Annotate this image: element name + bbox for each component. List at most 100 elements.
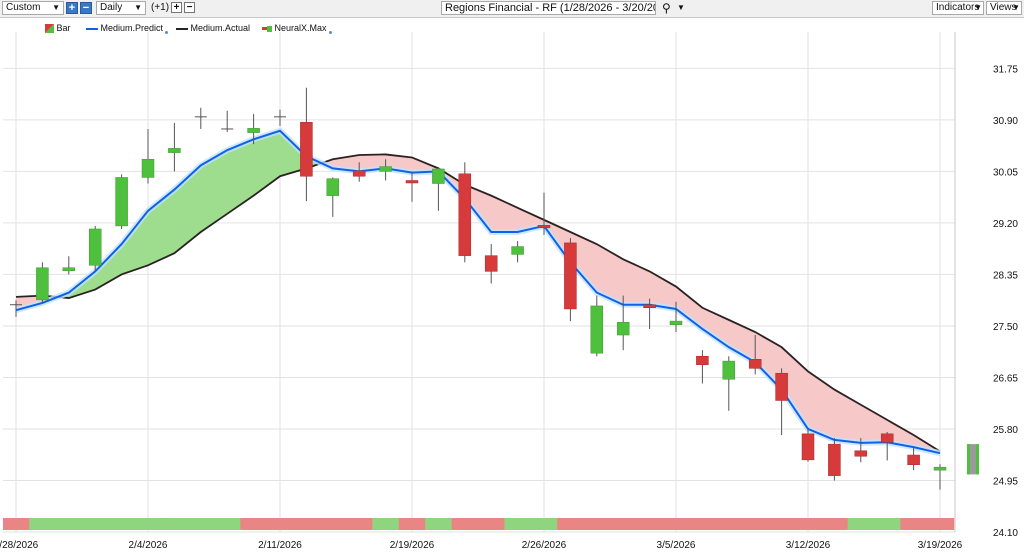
legend-bar: Bar	[45, 22, 71, 34]
y-tick-label: 26.65	[993, 373, 1018, 384]
signal-band-segment	[874, 518, 901, 530]
y-tick-label: 31.75	[993, 64, 1018, 75]
candle-body	[933, 466, 947, 471]
chart-title: Regions Financial - RF (1/28/2026 - 3/20…	[445, 2, 656, 14]
indicators-label: Indicators	[936, 2, 980, 13]
signal-band-segment	[108, 518, 136, 530]
candle-body	[564, 242, 577, 310]
candle-body	[141, 159, 155, 178]
chevron-down-icon[interactable]: ▼	[677, 3, 685, 12]
signal-band-segment	[187, 518, 215, 530]
candle-body	[36, 267, 49, 301]
candle-body	[352, 170, 366, 177]
candle-body	[907, 454, 920, 465]
signal-band-segment	[134, 518, 162, 530]
candle-body	[62, 267, 76, 272]
y-tick-label: 30.05	[993, 167, 1018, 178]
candle-body	[828, 443, 841, 476]
y-tick-label: 24.95	[993, 476, 1018, 487]
legend-label: Medium.Predict	[100, 23, 164, 33]
candle-body	[590, 305, 604, 354]
candle-body	[379, 166, 392, 172]
signal-band-segment	[926, 518, 955, 530]
signal-band-segment	[398, 518, 426, 530]
chevron-down-icon: ▼	[1012, 3, 1020, 12]
candle-body	[458, 173, 472, 256]
candle-body	[801, 433, 815, 461]
legend-label: Medium.Actual	[190, 23, 251, 33]
candle-body	[537, 225, 551, 229]
signal-band-segment	[742, 518, 769, 530]
signal-band-segment	[266, 518, 294, 530]
y-tick-label: 25.80	[993, 425, 1018, 436]
signal-band-segment	[530, 518, 558, 530]
settings-dot-icon[interactable]	[328, 31, 332, 34]
signal-band-segment	[504, 518, 532, 530]
search-icon[interactable]: ⚲	[662, 1, 671, 15]
mode-dropdown[interactable]: Custom ▼	[2, 1, 64, 15]
candle-body	[722, 360, 736, 380]
signal-band-segment	[293, 518, 321, 530]
chevron-down-icon: ▼	[134, 3, 142, 12]
signal-band-segment	[372, 518, 400, 530]
minus-icon[interactable]: −	[80, 2, 92, 14]
views-button[interactable]: Views ▼	[986, 1, 1022, 15]
signal-band-segment	[55, 518, 83, 530]
candle-body	[432, 168, 445, 184]
candle-body	[696, 355, 709, 365]
candle-body	[511, 246, 524, 255]
symbol-title-field[interactable]: Regions Financial - RF (1/28/2026 - 3/20…	[441, 1, 656, 15]
chevron-down-icon: ▼	[52, 3, 60, 12]
legend-medium-actual: Medium.Actual	[176, 22, 250, 34]
x-tick-label: 2/26/2026	[522, 540, 567, 551]
medium-actual-line	[15, 153, 941, 453]
signal-band-segment	[214, 518, 241, 530]
legend-neuralx-max: NeuralX.Max	[262, 22, 332, 34]
neuralx-max-edge	[967, 444, 970, 475]
y-tick-label: 27.50	[993, 322, 1018, 333]
legend-label: Bar	[56, 23, 71, 33]
x-tick-label: 2/4/2026	[129, 540, 168, 551]
indicators-button[interactable]: Indicators ▼	[932, 1, 984, 15]
fill-predict-above	[57, 130, 322, 299]
plus-icon[interactable]: +	[66, 2, 78, 14]
candle-body	[405, 180, 419, 184]
signal-band-segment	[794, 518, 822, 530]
neuralx-max-edge	[976, 444, 979, 475]
x-tick-label: 2/19/2026	[390, 540, 435, 551]
candle-body	[669, 320, 683, 325]
y-tick-label: 28.35	[993, 270, 1018, 281]
zoom-out-icon[interactable]: −	[184, 2, 195, 13]
candle-body	[854, 450, 868, 457]
settings-dot-icon[interactable]	[165, 31, 169, 34]
candle-body	[880, 433, 894, 443]
x-tick-label: 2/11/2026	[258, 540, 302, 551]
signal-band-segment	[847, 518, 875, 530]
signal-band-segment	[662, 518, 690, 530]
candle-body	[775, 372, 788, 401]
candle-body	[168, 148, 181, 153]
candle-body	[748, 359, 762, 369]
signal-band-segment	[29, 518, 57, 530]
x-tick-label: 3/19/2026	[918, 540, 963, 551]
candle-body	[300, 122, 313, 177]
chevron-down-icon: ▼	[974, 3, 982, 12]
legend-medium-predict: Medium.Predict	[86, 22, 169, 34]
signal-band-segment	[346, 518, 373, 530]
views-label: Views	[990, 2, 1017, 13]
signal-band-segment	[689, 518, 717, 530]
signal-band-segment	[557, 518, 585, 530]
signal-band-segment	[610, 518, 637, 530]
signal-band-segment	[636, 518, 664, 530]
line-legend-icon	[86, 28, 98, 31]
interval-dropdown[interactable]: Daily ▼	[96, 1, 146, 15]
zoom-in-icon[interactable]: +	[171, 2, 182, 13]
candle-body	[247, 128, 260, 133]
signal-band-segment	[478, 518, 505, 530]
mode-dropdown-label: Custom	[6, 2, 41, 13]
signal-band-segment	[319, 518, 347, 530]
signal-band-segment	[240, 518, 268, 530]
x-tick-label: 3/5/2026	[657, 540, 696, 551]
signal-band-segment	[900, 518, 928, 530]
